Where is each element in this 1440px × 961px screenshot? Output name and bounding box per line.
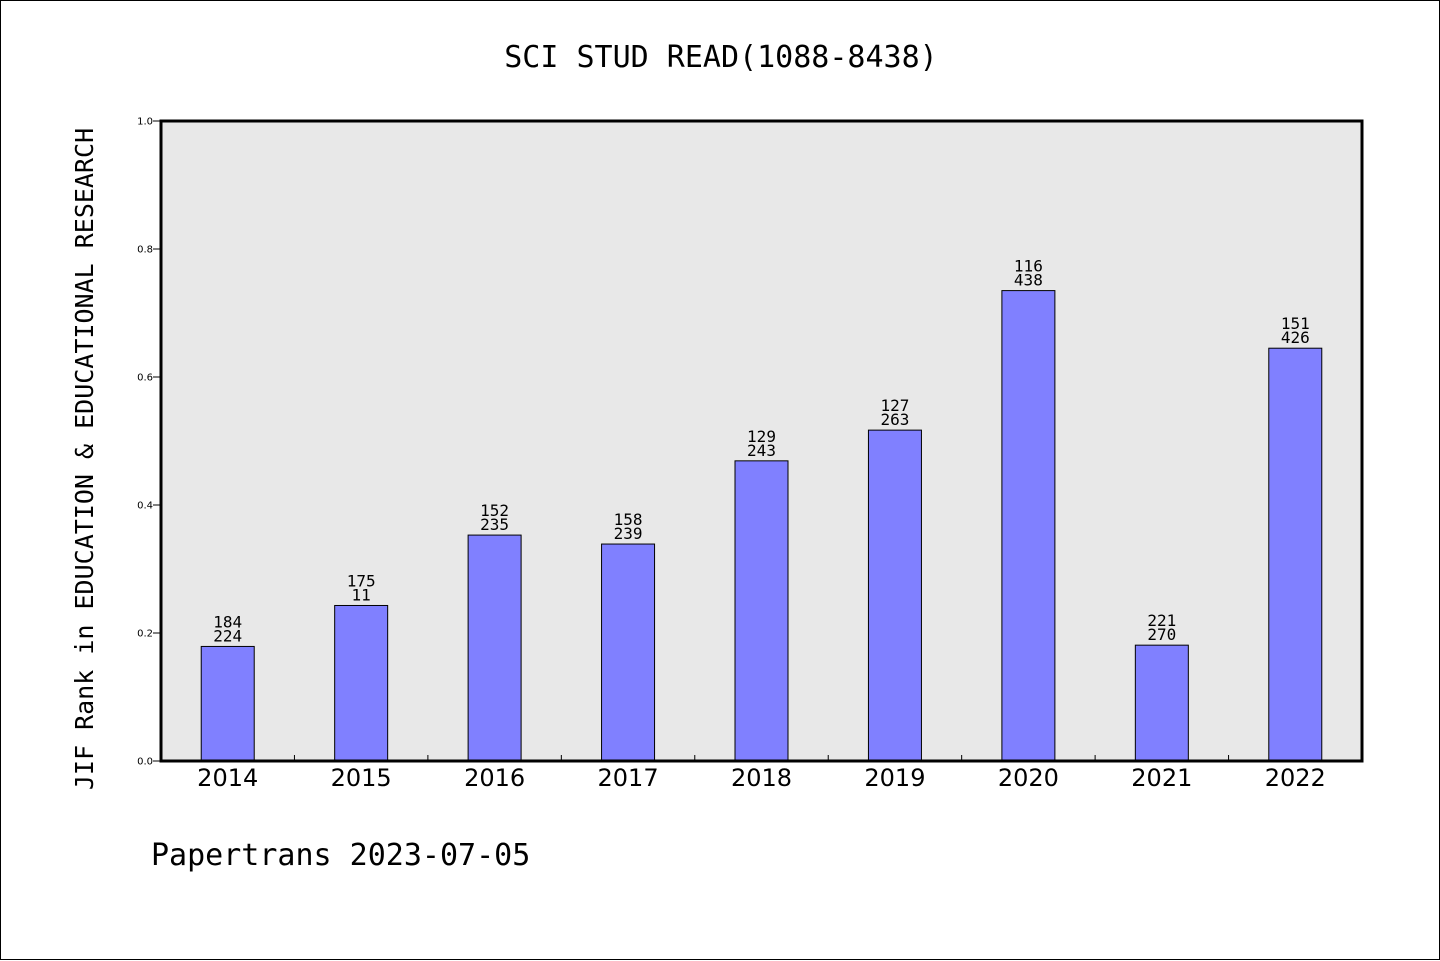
bar-series: [200, 290, 1323, 762]
bar-label-total: 235: [480, 515, 509, 534]
bar-label-rank: 116: [1014, 257, 1043, 276]
bar-label-rank: 175: [347, 571, 376, 590]
x-tick-label: 2016: [464, 764, 525, 792]
x-tick-label: 2018: [731, 764, 792, 792]
bar-label-total: 263: [880, 410, 909, 429]
bar-label-total: 426: [1281, 328, 1310, 347]
x-axis: 2014 2015 2016 2017 2018 2019 2020 2021 2022: [197, 755, 1326, 792]
y-tick-label: 1.0: [137, 117, 153, 128]
bar-2015: [334, 604, 389, 762]
bar-2016: [467, 534, 522, 762]
y-tick-label: 0.0: [137, 757, 153, 768]
bar-label-total: 239: [614, 524, 643, 543]
bar-label-total: 438: [1014, 271, 1043, 290]
y-axis: 0.0 0.2 0.4 0.6 0.8 1.0: [137, 117, 161, 768]
y-tick-label: 0.4: [137, 501, 153, 512]
bar-label-total: 243: [747, 441, 776, 460]
bar-2019: [867, 429, 922, 762]
x-tick-label: 2015: [331, 764, 392, 792]
bar-2021: [1134, 644, 1189, 762]
bar-label-rank: 127: [880, 396, 909, 415]
bar-label-total: 270: [1147, 625, 1176, 644]
plot-border: [159, 119, 1364, 763]
x-tick-label: 2021: [1131, 764, 1192, 792]
bar-2020: [1001, 290, 1056, 762]
bar-2022: [1268, 347, 1323, 762]
bar-label-total: 11: [352, 585, 371, 604]
bar-label-rank: 158: [614, 510, 643, 529]
x-tick-label: 2022: [1265, 764, 1326, 792]
y-tick-label: 0.8: [137, 245, 153, 256]
bar-2018: [734, 460, 789, 762]
bar-label-total: 224: [213, 626, 242, 645]
y-tick-label: 0.2: [137, 629, 153, 640]
x-tick-label: 2020: [998, 764, 1059, 792]
x-tick-label: 2017: [598, 764, 659, 792]
bar-label-rank: 129: [747, 427, 776, 446]
bar-label-rank: 184: [213, 612, 242, 631]
bar-label-rank: 221: [1147, 611, 1176, 630]
bar-2017: [601, 543, 656, 762]
y-tick-label: 0.6: [137, 373, 153, 384]
x-tick-label: 2019: [864, 764, 925, 792]
footer-watermark: Papertrans 2023-07-05: [151, 838, 530, 873]
chart-title: SCI STUD READ(1088-8438): [504, 40, 937, 75]
bar-label-rank: 152: [480, 501, 509, 520]
bar-2014: [200, 645, 255, 762]
bar-label-rank: 151: [1281, 314, 1310, 333]
x-tick-label: 2014: [197, 764, 258, 792]
y-axis-label: JIF Rank in EDUCATION & EDUCATIONAL RESE…: [70, 128, 99, 790]
